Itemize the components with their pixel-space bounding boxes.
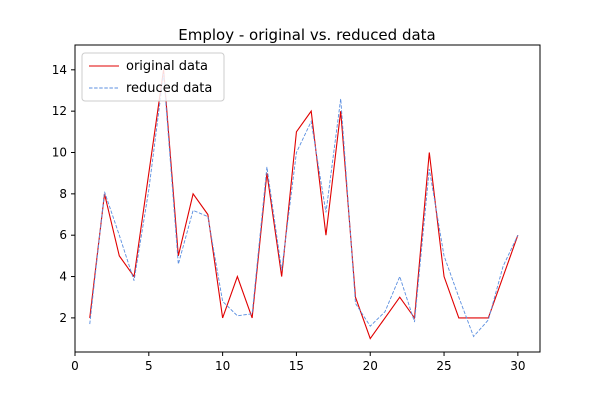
y-tick-label: 4 [59,270,67,284]
legend-label: reduced data [126,81,212,96]
legend-label: original data [126,59,208,74]
y-tick-label: 8 [59,187,67,201]
series-line-reduced [89,73,519,338]
chart-title: Employ - original vs. reduced data [178,26,436,44]
x-tick-label: 25 [436,359,451,373]
x-tick-label: 0 [71,359,79,373]
y-tick-label: 2 [59,311,67,325]
x-tick-label: 15 [289,359,304,373]
x-tick-label: 10 [215,359,230,373]
series-line-original [89,69,519,340]
y-tick-label: 6 [59,228,67,242]
y-tick-label: 12 [52,104,67,118]
x-tick-label: 5 [145,359,153,373]
plot-frame [74,44,541,353]
y-tick-label: 10 [52,146,67,160]
legend: original data reduced data [81,52,225,102]
x-tick-label: 30 [510,359,525,373]
x-tick-label: 20 [363,359,378,373]
y-tick-label: 14 [52,63,67,77]
legend-box [81,52,225,102]
